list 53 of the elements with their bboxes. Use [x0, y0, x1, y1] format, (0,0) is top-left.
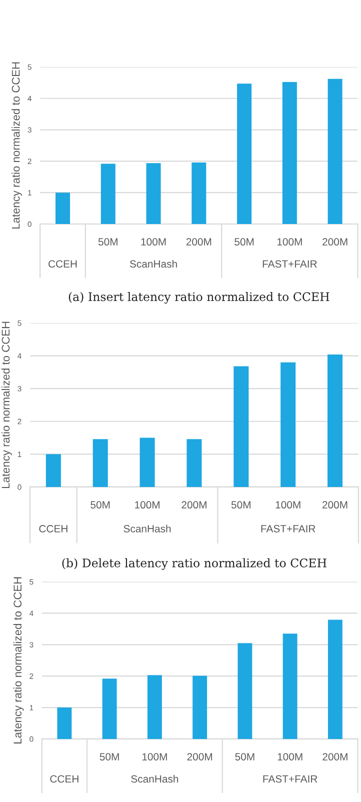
bar: [147, 675, 162, 739]
x-tick-label: 200M: [186, 238, 212, 246]
x-tick-label: 50M: [90, 501, 110, 509]
x-tick-label: 200M: [187, 753, 212, 761]
text: FAST+FAIR: [263, 775, 318, 783]
bar: [280, 362, 296, 487]
bar: [328, 354, 343, 487]
x-tick-label: 100M: [277, 238, 302, 246]
x-tick-label: 50M: [234, 238, 254, 246]
x-tick-label: 50M: [235, 753, 254, 761]
y-axis-title: Latency ratio normalized to CCEH: [1, 322, 12, 488]
bar: [282, 634, 298, 739]
x-tick-label: 100M: [276, 501, 300, 509]
bar: [282, 82, 297, 224]
bar: [328, 620, 342, 739]
text: (b) Delete latency ratio normalized to CCEH: [62, 558, 326, 570]
text: ScanHash: [131, 774, 178, 783]
y-axis-title: Latency ratio normalized to CCEH: [13, 577, 24, 744]
bar: [100, 164, 116, 224]
text: CCEH: [39, 525, 68, 532]
bar: [328, 78, 342, 224]
bar: [92, 439, 108, 487]
bar: [192, 162, 206, 224]
text: FAST+FAIR: [262, 260, 317, 268]
x-tick-label: 200M: [322, 501, 348, 509]
bar: [146, 163, 161, 224]
text: CCEH: [48, 260, 77, 268]
bar: [192, 676, 208, 739]
text: FAST+FAIR: [261, 525, 316, 532]
bar: [237, 84, 252, 224]
text: ScanHash: [130, 260, 177, 268]
x-tick-label: 50M: [98, 238, 118, 246]
x-tick-label: 100M: [278, 753, 302, 761]
text: ScanHash: [124, 524, 171, 532]
bar: [186, 439, 202, 487]
bar: [57, 708, 72, 739]
bar: [46, 454, 61, 487]
text: (a) Insert latency ratio normalized to CCEH: [68, 292, 330, 304]
bar: [56, 192, 70, 224]
bar: [102, 678, 117, 739]
x-tick-label: 200M: [182, 501, 206, 509]
x-tick-label: 50M: [100, 753, 119, 761]
bar: [234, 366, 249, 487]
x-tick-label: 200M: [322, 238, 348, 246]
x-tick-label: 100M: [135, 501, 160, 509]
x-tick-label: 200M: [322, 753, 348, 761]
x-tick-label: 100M: [142, 753, 167, 761]
x-tick-label: 100M: [141, 238, 166, 246]
bar: [238, 643, 252, 739]
y-axis-title: Latency ratio normalized to CCEH: [12, 62, 22, 229]
x-tick-label: 50M: [231, 501, 250, 509]
text: CCEH: [50, 775, 78, 783]
bar: [140, 438, 155, 487]
